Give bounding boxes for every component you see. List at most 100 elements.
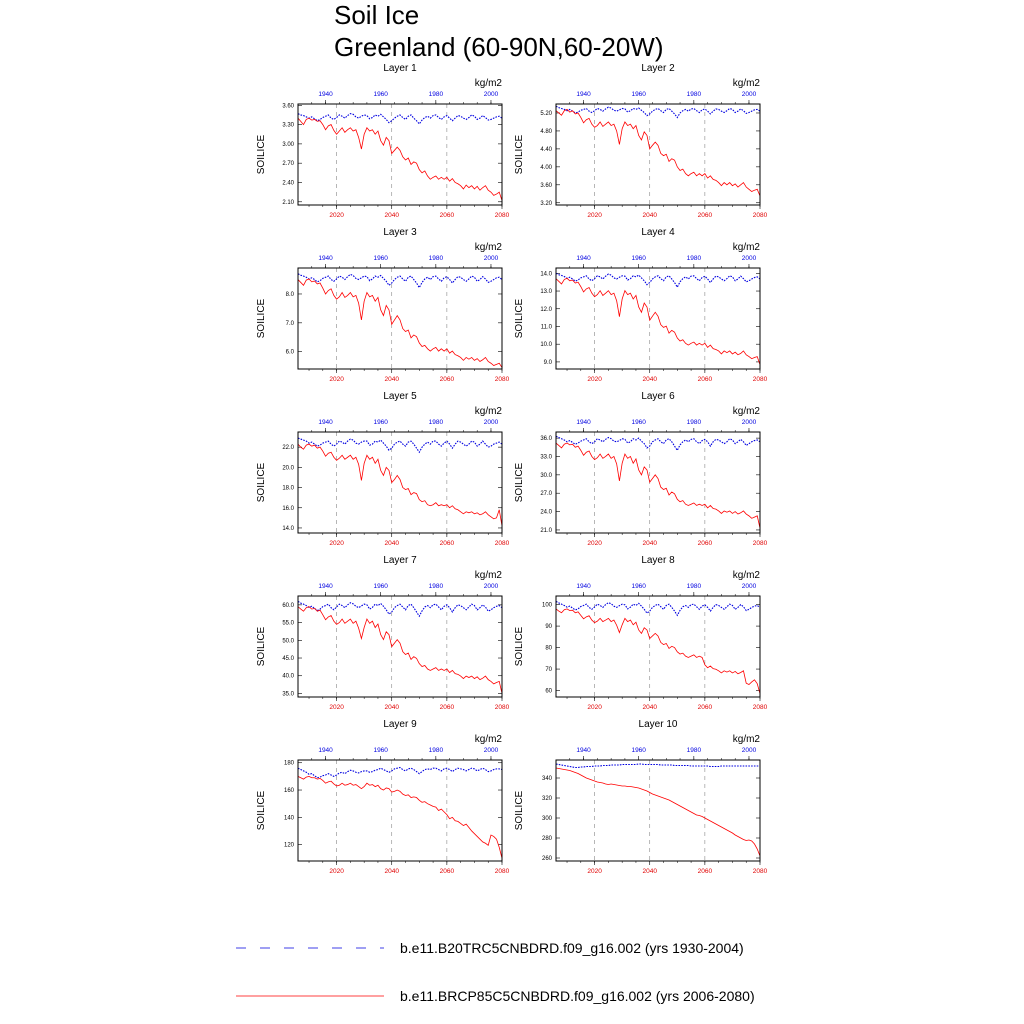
y-tick-label: 8.0 xyxy=(286,292,295,298)
series-line-future xyxy=(555,108,761,197)
y-tick-label: 33.0 xyxy=(540,454,552,460)
panel-title: Layer 5 xyxy=(383,391,417,402)
x-top-tick-label: 2000 xyxy=(484,583,499,590)
x-tick-label: 2080 xyxy=(495,704,510,711)
y-tick-label: 7.0 xyxy=(286,321,295,327)
x-tick-label: 2080 xyxy=(753,212,768,219)
x-tick-label: 2080 xyxy=(495,376,510,383)
y-axis-label: SOILICE xyxy=(256,462,267,502)
units-label: kg/m2 xyxy=(733,734,761,745)
figure-title-line-2: Greenland (60-90N,60-20W) xyxy=(334,32,664,62)
series-line-historical xyxy=(297,273,503,289)
y-tick-label: 4.40 xyxy=(540,147,552,153)
x-top-tick-label: 2000 xyxy=(742,747,757,754)
y-tick-label: 2.70 xyxy=(282,161,294,167)
x-top-tick-label: 1940 xyxy=(318,583,333,590)
x-tick-label: 2020 xyxy=(587,376,602,383)
x-top-tick-label: 1940 xyxy=(318,91,333,98)
x-tick-label: 2040 xyxy=(384,212,399,219)
plot-frame xyxy=(297,595,503,698)
series-line-future xyxy=(555,442,761,529)
panel-title: Layer 8 xyxy=(641,555,675,566)
y-tick-label: 12.0 xyxy=(540,307,552,313)
y-tick-label: 280 xyxy=(542,836,553,842)
x-top-tick-label: 1960 xyxy=(631,747,646,754)
series-line-historical xyxy=(555,763,760,769)
x-top-tick-label: 1960 xyxy=(373,91,388,98)
x-top-tick-label: 1960 xyxy=(373,255,388,262)
plot-frame xyxy=(555,759,761,862)
y-axis-label: SOILICE xyxy=(256,134,267,174)
x-top-tick-label: 1940 xyxy=(576,419,591,426)
figure-title-line-1: Soil Ice xyxy=(334,0,419,30)
x-top-tick-label: 1980 xyxy=(429,91,444,98)
y-tick-label: 30.0 xyxy=(540,473,552,479)
panel-title: Layer 3 xyxy=(383,227,417,238)
plot-frame xyxy=(555,103,761,206)
y-tick-label: 9.0 xyxy=(544,360,553,366)
panel-title: Layer 10 xyxy=(639,719,678,730)
x-tick-label: 2080 xyxy=(753,704,768,711)
x-tick-label: 2040 xyxy=(384,376,399,383)
y-tick-label: 11.0 xyxy=(541,324,553,330)
x-tick-label: 2040 xyxy=(384,540,399,547)
x-tick-label: 2060 xyxy=(440,868,455,875)
x-top-tick-label: 1980 xyxy=(687,583,702,590)
y-tick-label: 20.0 xyxy=(282,465,294,471)
series-line-historical xyxy=(555,600,761,617)
y-axis-label: SOILICE xyxy=(514,462,525,502)
y-axis-label: SOILICE xyxy=(514,134,525,174)
x-top-tick-label: 1940 xyxy=(576,583,591,590)
y-tick-label: 55.0 xyxy=(282,621,294,627)
x-tick-label: 2080 xyxy=(495,868,510,875)
y-tick-label: 14.0 xyxy=(282,526,294,532)
series-line-future xyxy=(555,767,761,857)
x-tick-label: 2060 xyxy=(440,540,455,547)
x-top-tick-label: 1980 xyxy=(687,747,702,754)
y-tick-label: 320 xyxy=(542,796,553,802)
units-label: kg/m2 xyxy=(733,78,761,89)
chart-panel-9: Layer 9 kg/m2 SOILICE 2020 2040 2060 2080 1940 1… xyxy=(256,719,510,875)
x-tick-label: 2040 xyxy=(642,868,657,875)
y-tick-label: 21.0 xyxy=(540,528,552,534)
y-tick-label: 6.0 xyxy=(286,350,295,356)
chart-panel-4: Layer 4 kg/m2 SOILICE 2020 2040 2060 2080 1940 1… xyxy=(514,227,768,383)
x-top-tick-label: 1960 xyxy=(373,583,388,590)
x-top-tick-label: 1940 xyxy=(576,255,591,262)
chart-panel-1: Layer 1 kg/m2 SOILICE 2020 2040 2060 2080 1940 1… xyxy=(256,63,510,219)
y-tick-label: 180 xyxy=(284,761,295,767)
y-axis-label: SOILICE xyxy=(514,626,525,666)
x-tick-label: 2020 xyxy=(587,540,602,547)
x-top-tick-label: 2000 xyxy=(484,419,499,426)
x-top-tick-label: 1960 xyxy=(631,419,646,426)
x-tick-label: 2020 xyxy=(329,540,344,547)
x-top-tick-label: 1980 xyxy=(687,255,702,262)
chart-panel-7: Layer 7 kg/m2 SOILICE 2020 2040 2060 2080 1940 1… xyxy=(256,555,510,711)
x-tick-label: 2020 xyxy=(329,704,344,711)
x-top-tick-label: 1940 xyxy=(318,419,333,426)
series-line-historical xyxy=(555,105,761,119)
series-line-future xyxy=(297,117,503,201)
y-axis-label: SOILICE xyxy=(514,298,525,338)
x-top-tick-label: 1940 xyxy=(318,747,333,754)
x-tick-label: 2060 xyxy=(698,540,713,547)
x-top-tick-label: 1980 xyxy=(687,91,702,98)
y-tick-label: 18.0 xyxy=(282,486,294,492)
units-label: kg/m2 xyxy=(475,570,503,581)
x-tick-label: 2020 xyxy=(329,376,344,383)
x-tick-label: 2080 xyxy=(753,540,768,547)
series-line-future xyxy=(297,278,503,368)
y-tick-label: 27.0 xyxy=(540,491,552,497)
series-line-historical xyxy=(297,766,503,779)
y-tick-label: 3.60 xyxy=(282,103,294,109)
x-tick-label: 2060 xyxy=(698,212,713,219)
y-tick-label: 340 xyxy=(542,776,553,782)
plot-frame xyxy=(555,431,761,534)
y-tick-label: 70 xyxy=(545,667,552,673)
x-top-tick-label: 1940 xyxy=(576,91,591,98)
x-top-tick-label: 1960 xyxy=(373,747,388,754)
y-tick-label: 140 xyxy=(284,815,295,821)
series-line-future xyxy=(555,608,761,694)
chart-panel-2: Layer 2 kg/m2 SOILICE 2020 2040 2060 2080 1940 1… xyxy=(514,63,768,219)
x-tick-label: 2060 xyxy=(698,704,713,711)
